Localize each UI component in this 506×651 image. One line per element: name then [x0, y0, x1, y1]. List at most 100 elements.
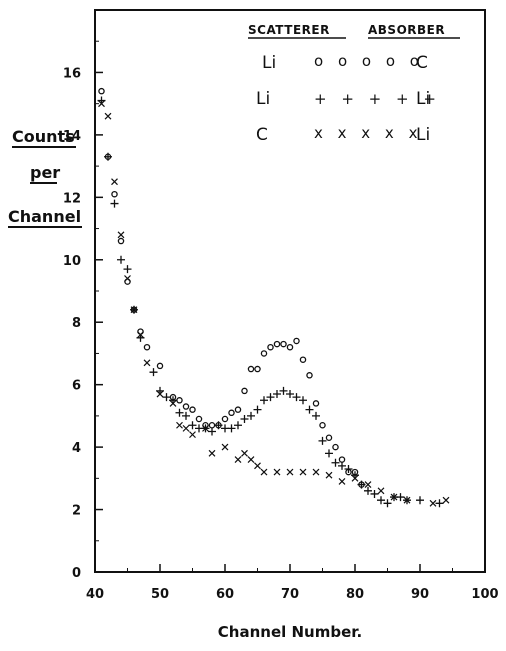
data-point-plus	[370, 489, 379, 498]
data-point-plus	[357, 480, 366, 489]
x-tick-label: 90	[411, 587, 429, 602]
data-point-cross	[176, 421, 183, 429]
axis-ticks: 40 50 60 70 80 90 100 0 2 4 6 8 10 12 14 16	[63, 40, 499, 602]
data-point-circle	[312, 400, 320, 407]
data-point-plus	[305, 405, 314, 414]
data-point-cross	[111, 178, 118, 186]
data-point-circle	[208, 422, 216, 429]
data-point-plus	[383, 499, 392, 508]
data-point-circle	[286, 343, 294, 351]
data-point-circle	[182, 403, 190, 410]
data-point-plus	[338, 461, 346, 470]
data-point-cross	[208, 449, 216, 457]
y-tick-label: 2	[72, 504, 81, 519]
data-point-cross	[254, 462, 261, 470]
y-tick-label: 10	[63, 254, 81, 269]
data-point-plus	[247, 411, 255, 420]
data-point-plus	[377, 496, 385, 505]
y-axis-label: Counts per Channel	[8, 127, 82, 228]
series-plus	[97, 96, 444, 508]
x-tick-label: 60	[216, 587, 234, 602]
data-point-circle	[111, 190, 118, 198]
data-point-circle	[273, 340, 281, 348]
data-point-cross	[241, 449, 248, 457]
data-point-plus	[253, 405, 262, 414]
data-point-cross	[137, 331, 144, 339]
data-point-plus	[286, 390, 294, 399]
data-point-circle	[306, 372, 313, 379]
data-point-cross	[377, 487, 385, 495]
data-point-cross	[189, 431, 196, 439]
y-tick-label: 0	[72, 566, 81, 581]
data-point-circle	[338, 456, 346, 463]
data-point-circle	[267, 343, 274, 351]
data-point-plus	[110, 199, 119, 208]
data-point-cross	[325, 471, 333, 479]
data-marks	[97, 87, 450, 508]
data-point-plus	[227, 424, 236, 433]
data-point-circle	[319, 422, 326, 429]
legend-row-1-symbols: o o o o o	[314, 52, 424, 70]
data-point-plus	[364, 486, 372, 495]
data-point-plus	[266, 393, 275, 402]
data-point-circle	[241, 387, 248, 395]
data-point-plus	[435, 499, 444, 508]
data-point-cross	[286, 468, 294, 476]
data-point-cross	[169, 399, 177, 407]
y-tick-label: 14	[63, 129, 81, 144]
data-point-cross	[390, 493, 398, 501]
data-point-cross	[429, 499, 437, 507]
y-tick-label: 12	[63, 191, 81, 206]
data-point-plus	[175, 408, 184, 417]
data-point-cross	[273, 468, 281, 476]
data-point-plus	[273, 390, 281, 399]
data-point-circle	[325, 434, 333, 441]
data-point-cross	[234, 456, 242, 464]
data-point-plus	[117, 255, 125, 264]
data-point-cross	[338, 478, 346, 485]
data-point-circle	[143, 343, 151, 351]
y-axis-label-line-1: Counts	[12, 127, 75, 146]
legend-row-2-absorber: Li	[416, 89, 430, 109]
legend-header-absorber: ABSORBER	[368, 23, 445, 37]
x-tick-label: 70	[281, 587, 299, 602]
y-axis-label-line-3: Channel	[8, 207, 81, 226]
y-tick-label: 4	[72, 441, 81, 456]
data-point-circle	[332, 443, 339, 451]
data-point-cross	[351, 474, 359, 482]
data-point-plus	[312, 411, 320, 420]
data-point-plus	[240, 415, 249, 424]
x-tick-label: 100	[471, 587, 498, 602]
data-point-cross	[260, 468, 268, 476]
data-point-plus	[123, 265, 132, 274]
data-point-circle	[280, 340, 287, 348]
x-tick-label: 40	[86, 587, 104, 602]
data-point-cross	[403, 496, 411, 504]
data-point-cross	[202, 424, 209, 432]
legend-row-2-scatterer: Li	[256, 89, 270, 109]
data-point-cross	[299, 468, 307, 476]
data-point-cross	[442, 496, 450, 504]
legend-row-2-symbols: + + + + +	[314, 90, 441, 108]
data-point-plus	[214, 421, 223, 430]
data-point-circle	[156, 362, 164, 370]
data-point-plus	[162, 393, 171, 402]
data-point-plus	[208, 427, 216, 436]
data-point-cross	[182, 424, 190, 432]
legend-header-scatterer: SCATTERER	[248, 23, 330, 37]
data-point-cross	[117, 231, 125, 239]
data-point-circle	[234, 406, 242, 413]
x-tick-label: 50	[151, 587, 169, 602]
data-point-circle	[247, 365, 255, 373]
data-point-cross	[143, 359, 151, 367]
data-point-cross	[247, 456, 255, 464]
legend-row-1-absorber: C	[416, 53, 428, 73]
data-point-plus	[396, 493, 405, 502]
data-point-circle	[195, 415, 203, 423]
data-point-circle	[117, 237, 125, 245]
data-point-plus	[149, 368, 158, 377]
data-point-plus	[104, 152, 112, 161]
y-tick-label: 6	[72, 379, 81, 394]
data-point-plus	[279, 386, 288, 395]
